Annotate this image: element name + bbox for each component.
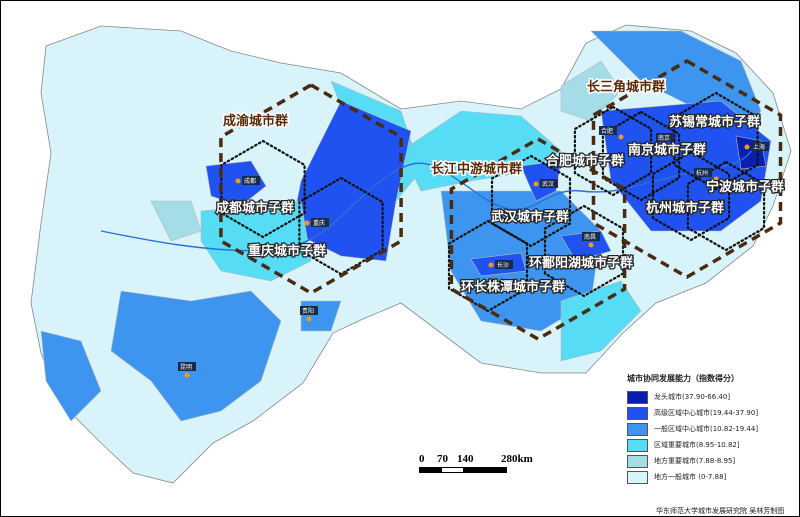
- city-region: [150, 200, 202, 242]
- subgroup-label: 重庆城市子群: [248, 243, 326, 259]
- legend-swatch: [627, 470, 648, 484]
- city-label-bg: [694, 168, 712, 177]
- city-marker-icon: [235, 178, 241, 184]
- legend-item: 龙头城市(37.90-66.40]: [627, 389, 797, 405]
- city-label: 南昌: [584, 233, 596, 241]
- city-label-bg: [242, 176, 260, 185]
- legend-swatch: [627, 454, 648, 468]
- legend-title: 城市协同发展能力（指数得分）: [627, 374, 739, 383]
- subgroup-label: 南京城市子群: [628, 142, 706, 158]
- subgroup-label: 苏锡常城市子群: [669, 114, 760, 130]
- subgroup-label: 成都城市子群: [216, 200, 294, 216]
- legend-swatch: [627, 438, 648, 452]
- city-region: [560, 280, 642, 362]
- city-marker-icon: [713, 176, 719, 182]
- city-region: [110, 290, 282, 422]
- city-label-bg: [311, 218, 329, 227]
- subgroup-hexagon: [490, 154, 572, 248]
- scale-tick: 140: [457, 453, 474, 465]
- legend-label: 地方重要城市(7.88-8.95]: [654, 457, 736, 465]
- city-marker-icon: [618, 134, 624, 140]
- city-label-bg: [582, 232, 600, 241]
- legend-label: 区域重要城市(8.95-10.82]: [654, 441, 740, 449]
- legend-item: 一般区域中心城市(10.82-19.44]: [627, 421, 797, 437]
- legend-item: 地方一般城市 (0-7.88]: [627, 469, 797, 485]
- city-marker-icon: [488, 262, 494, 268]
- city-label: 南京: [658, 134, 670, 142]
- city-label-bg: [599, 126, 617, 135]
- legend-label: 高级区域中心城市(19.44-37.90]: [654, 409, 759, 417]
- city-label: 贵阳: [302, 307, 314, 315]
- city-marker-icon: [306, 316, 312, 322]
- city-label-bg: [495, 260, 513, 269]
- cluster-hexagon: [591, 58, 783, 280]
- city-label: 杭州: [696, 169, 708, 177]
- city-marker-icon: [744, 144, 750, 150]
- legend-item: 区域重要城市(8.95-10.82]: [627, 437, 797, 453]
- subgroup-label: 武汉城市子群: [491, 209, 569, 225]
- city-label-bg: [540, 179, 558, 188]
- city-marker-icon: [588, 242, 594, 248]
- cluster-label: 成渝城市群: [223, 113, 288, 129]
- cluster-label: 长江中游城市群: [431, 161, 522, 177]
- city-label-bg: [656, 133, 674, 142]
- city-marker-icon: [184, 372, 190, 378]
- subgroup-label: 杭州城市子群: [646, 200, 724, 216]
- city-label: 上海: [753, 143, 765, 151]
- subgroup-label: 环鄱阳湖城市子群: [529, 255, 633, 271]
- legend-label: 龙头城市(37.90-66.40]: [654, 393, 731, 401]
- subgroup-hexagon: [673, 91, 759, 191]
- scale-tick: 280km: [501, 453, 533, 465]
- legend: 城市协同发展能力（指数得分） 龙头城市(37.90-66.40] 高级区域中心城市…: [627, 373, 797, 485]
- subgroup-hexagon: [447, 219, 529, 313]
- legend-swatch: [627, 390, 648, 404]
- scale-tick: 70: [437, 453, 448, 465]
- city-label: 合肥: [601, 127, 613, 135]
- legend-item: 高级区域中心城市(19.44-37.90]: [627, 405, 797, 421]
- map-credit: 华东师范大学城市发展研究院 吴林芳制图: [656, 507, 785, 515]
- city-region: [400, 110, 562, 192]
- legend-label: 一般区域中心城市(10.82-19.44]: [654, 425, 759, 433]
- subgroup-hexagon: [573, 105, 653, 197]
- subgroup-hexagon: [651, 150, 731, 242]
- legend-label: 地方一般城市 (0-7.88]: [654, 473, 727, 481]
- city-label-bg: [751, 142, 769, 151]
- scale-bar: 0 70 140 280km: [419, 453, 533, 473]
- city-label-bg: [178, 362, 196, 371]
- city-label-bg: [300, 306, 318, 315]
- subgroup-hexagon: [220, 139, 306, 239]
- subgroup-label: 宁波城市子群: [706, 179, 784, 195]
- city-region: [40, 330, 102, 422]
- city-marker-icon: [662, 143, 668, 149]
- cluster-label: 长三角城市群: [587, 79, 665, 95]
- city-label: 昆明: [180, 364, 192, 371]
- legend-swatch: [627, 406, 648, 420]
- scale-tick: 0: [419, 453, 425, 465]
- subgroup-label: 环长株潭城市子群: [461, 279, 565, 295]
- city-label: 重庆: [313, 219, 325, 227]
- legend-swatch: [627, 422, 648, 436]
- city-marker-icon: [304, 220, 310, 226]
- legend-item: 地方重要城市(7.88-8.95]: [627, 453, 797, 469]
- subgroup-hexagon: [686, 160, 766, 252]
- subgroup-label: 合肥城市子群: [546, 153, 624, 169]
- city-label: 武汉: [542, 180, 554, 188]
- city-marker-icon: [533, 181, 539, 187]
- city-label: 成都: [244, 177, 256, 185]
- city-label: 长沙: [497, 261, 509, 269]
- cluster-hexagon: [449, 136, 627, 342]
